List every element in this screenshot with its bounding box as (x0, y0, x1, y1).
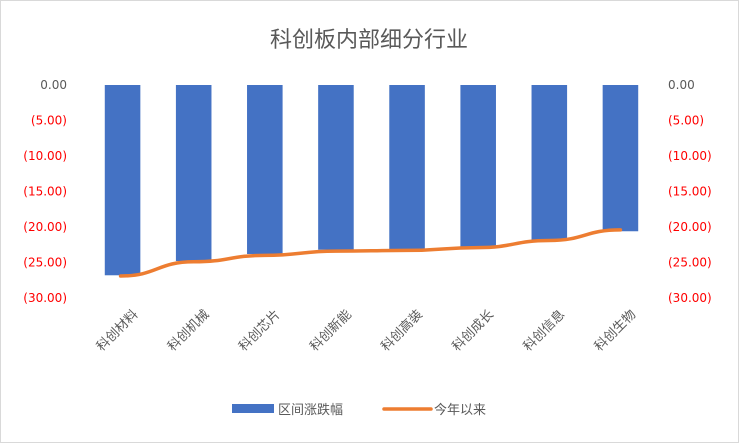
y-tick-label-right: 0.00 (668, 78, 695, 92)
x-category-label: 科创芯片 (236, 307, 283, 354)
y-tick-label-right: (5.00) (668, 114, 704, 128)
x-category-label: 科创信息 (520, 307, 568, 355)
y-tick-label-left: (30.00) (23, 291, 67, 305)
y-tick-label-left: (15.00) (23, 185, 67, 199)
y-tick-label-left: (10.00) (23, 149, 67, 163)
bar (602, 85, 639, 232)
y-tick-label-right: (30.00) (668, 291, 712, 305)
bar-series (104, 85, 639, 276)
y-tick-label-left: (20.00) (23, 220, 67, 234)
bar (531, 85, 568, 241)
y-tick-label-right: (10.00) (668, 149, 712, 163)
line-series (118, 228, 623, 278)
bar (460, 85, 496, 248)
x-category-label: 科创高装 (378, 307, 426, 355)
x-category-label: 科创生物 (592, 307, 639, 354)
x-category-label: 科创材料 (94, 307, 141, 354)
y-tick-label-left: (5.00) (31, 114, 67, 128)
bar (389, 85, 425, 250)
y-axis-left: 0.00 (5.00) (10.00) (15.00) (20.00) (25.00) (3… (23, 78, 67, 305)
legend-swatch-bar (232, 404, 274, 413)
y-tick-label-right: (20.00) (668, 220, 712, 234)
y-tick-label-right: (15.00) (668, 185, 712, 199)
y-axis-right: 0.00 (5.00) (10.00) (15.00) (20.00) (25.00) (3… (668, 78, 712, 305)
series-line (118, 228, 623, 278)
x-category-label: 科创成长 (450, 307, 497, 354)
x-category-label: 科创新能 (307, 307, 355, 355)
bar (104, 85, 141, 276)
x-category-label: 科创机械 (165, 307, 212, 354)
y-tick-label-left: (25.00) (23, 256, 67, 270)
bar (318, 85, 354, 250)
legend-label-bar: 区间涨跌幅 (278, 402, 343, 418)
chart-title: 科创板内部细分行业 (270, 28, 468, 53)
legend-label-line: 今年以来 (434, 402, 486, 418)
bar (247, 85, 283, 254)
bar (175, 85, 212, 262)
x-axis-categories: 科创材料 科创机械 科创芯片 科创新能 科创高装 科创成长 科创信息 科创生物 (94, 307, 639, 355)
y-tick-label-right: (25.00) (668, 256, 712, 270)
y-tick-label-left: 0.00 (40, 78, 67, 92)
legend: 区间涨跌幅 今年以来 (232, 402, 486, 418)
